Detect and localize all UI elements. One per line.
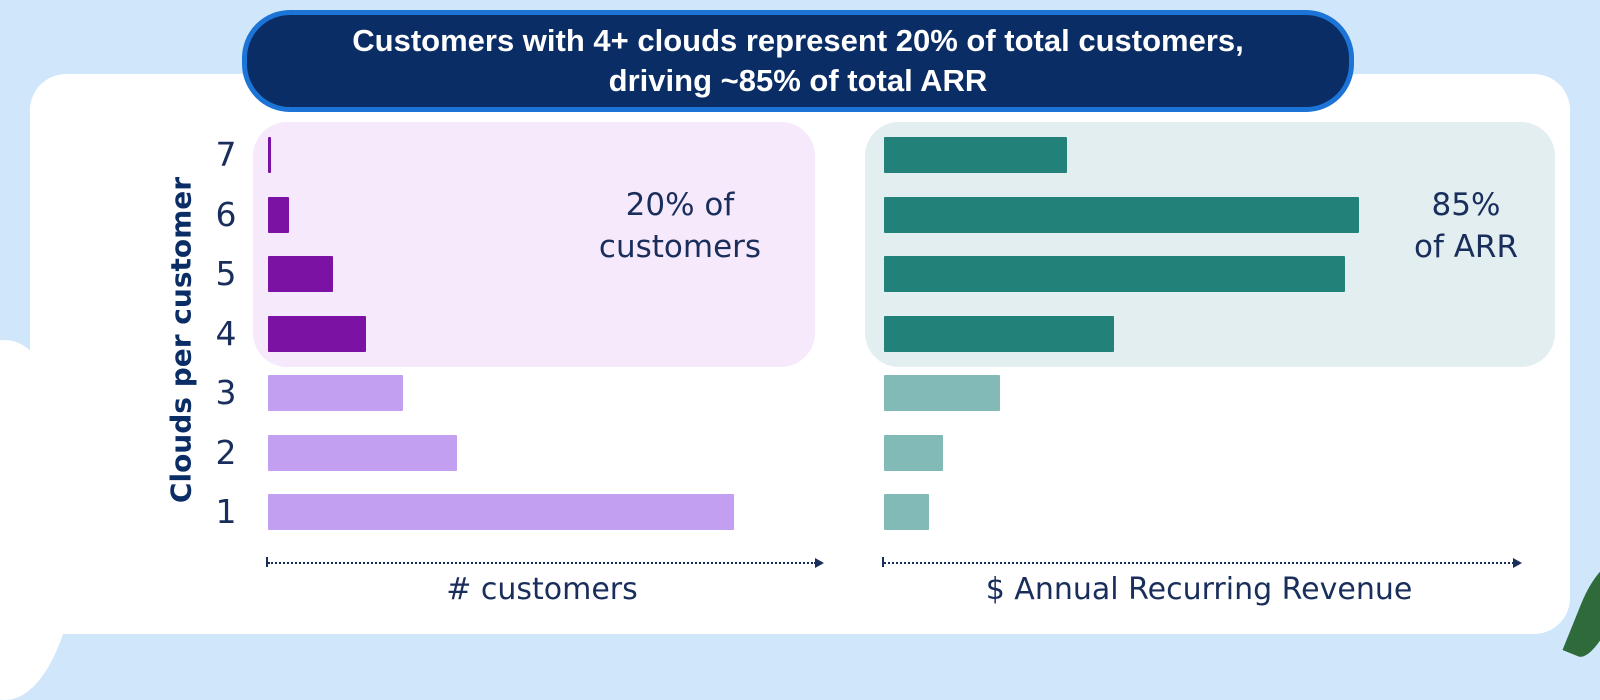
customers-callout: 20% of customers (598, 187, 762, 265)
y-tick-6: 6 (215, 194, 237, 234)
customers-x-label: # customers (446, 572, 638, 607)
arr-bar-2 (884, 434, 944, 471)
arr-x-label: $ Annual Recurring Revenue (985, 572, 1413, 607)
y-tick-5: 5 (215, 254, 237, 293)
arr-bar-5 (884, 256, 1345, 292)
customers-bar-2 (268, 434, 457, 471)
arr-bar-7 (884, 137, 1067, 173)
arr-callout: 85% of ARR (1413, 187, 1519, 265)
y-tick-3: 3 (215, 373, 237, 412)
arr-bar-6 (884, 196, 1359, 233)
arr-bar-4 (884, 315, 1115, 352)
arr-x-axis (882, 557, 1522, 568)
customers-x-axis (266, 557, 824, 568)
y-tick-2: 2 (215, 432, 237, 472)
chart-title: Customers with 4+ clouds represent 20% o… (352, 23, 1244, 98)
customers-bar-5 (268, 256, 334, 292)
y-tick-4: 4 (215, 313, 237, 353)
customers-bar-7 (268, 137, 271, 173)
customers-bar-6 (268, 196, 289, 233)
arr-bar-1 (884, 494, 930, 530)
customers-bar-1 (268, 494, 734, 530)
title-banner: Customers with 4+ clouds represent 20% o… (242, 10, 1354, 112)
y-tick-1: 1 (215, 492, 237, 531)
arr-bar-3 (884, 375, 1001, 411)
customers-bar-4 (268, 315, 366, 352)
customers-bar-3 (268, 375, 404, 411)
y-axis-label: Clouds per customer (164, 176, 198, 504)
y-tick-7: 7 (215, 135, 237, 174)
